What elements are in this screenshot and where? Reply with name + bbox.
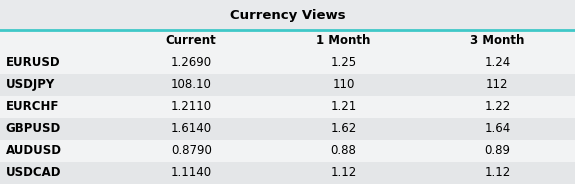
Text: 110: 110 [332,78,355,91]
Bar [0,0,575,30]
Text: 108.10: 108.10 [171,78,212,91]
Text: 3 Month: 3 Month [470,34,524,47]
Text: 1.24: 1.24 [484,56,511,69]
Text: 0.88: 0.88 [331,144,356,157]
Text: USDJPY: USDJPY [6,78,55,91]
Text: 0.89: 0.89 [484,144,511,157]
Text: 1.21: 1.21 [331,100,356,113]
Bar [0,74,575,96]
Bar [0,52,575,74]
Text: EURCHF: EURCHF [6,100,59,113]
Text: EURUSD: EURUSD [6,56,60,69]
Bar [0,140,575,162]
Text: 1.12: 1.12 [484,167,511,179]
Text: 1.2110: 1.2110 [171,100,212,113]
Text: 1 Month: 1 Month [316,34,371,47]
Text: 1.62: 1.62 [331,122,356,135]
Text: 1.6140: 1.6140 [171,122,212,135]
Text: 112: 112 [486,78,509,91]
Text: 0.8790: 0.8790 [171,144,212,157]
Bar [0,118,575,140]
Text: Current: Current [166,34,217,47]
Text: Currency Views: Currency Views [229,9,346,22]
Bar [0,162,575,184]
Text: 1.22: 1.22 [484,100,511,113]
Text: USDCAD: USDCAD [6,167,62,179]
Text: 1.25: 1.25 [331,56,356,69]
Text: AUDUSD: AUDUSD [6,144,62,157]
Bar [0,96,575,118]
Text: GBPUSD: GBPUSD [6,122,61,135]
Text: 1.64: 1.64 [484,122,511,135]
Text: 1.1140: 1.1140 [171,167,212,179]
Text: 1.12: 1.12 [331,167,356,179]
Text: 1.2690: 1.2690 [171,56,212,69]
Bar [0,30,575,52]
